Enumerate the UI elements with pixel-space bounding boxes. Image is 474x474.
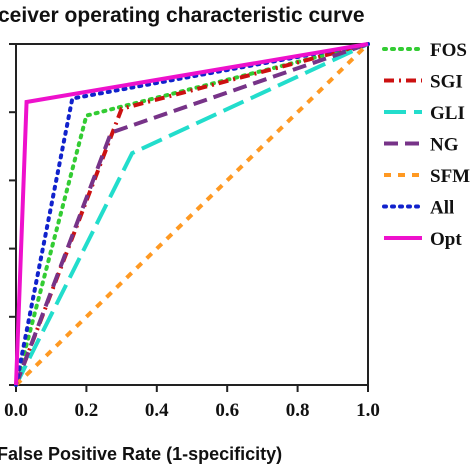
x-tick-label: 0.4 bbox=[145, 400, 169, 421]
x-tick-label: 0.2 bbox=[75, 400, 99, 421]
legend-label-fos: FOS bbox=[430, 40, 467, 61]
series-line-fos bbox=[14, 42, 370, 387]
x-tick-label: 0.6 bbox=[215, 400, 239, 421]
x-tick-label: 1.0 bbox=[356, 400, 380, 421]
series-layer bbox=[14, 42, 370, 387]
legend-label-all: All bbox=[430, 198, 454, 219]
series-line-opt bbox=[14, 42, 369, 386]
legend-label-gli: GLI bbox=[430, 103, 465, 124]
legend-label-sgi: SGI bbox=[430, 72, 463, 93]
chart-title: ceiver operating characteristic curve bbox=[0, 4, 365, 27]
plot-area-frame bbox=[15, 43, 369, 386]
y-tick-marks bbox=[9, 43, 16, 386]
legend-label-opt: Opt bbox=[430, 229, 462, 250]
x-axis-label: False Positive Rate (1-specificity) bbox=[0, 444, 282, 464]
series-line-ng bbox=[14, 42, 369, 386]
series-line-gli bbox=[14, 42, 369, 386]
x-tick-marks: 0.0 0.2 0.4 0.6 0.8 1.0 bbox=[4, 385, 380, 421]
series-line-all bbox=[14, 42, 370, 387]
legend-label-sfm: SFM bbox=[430, 166, 470, 187]
legend: FOS SGI GLI NG SFM All Opt bbox=[382, 40, 470, 250]
x-tick-label: 0.0 bbox=[4, 400, 28, 421]
legend-label-ng: NG bbox=[430, 135, 459, 156]
series-line-sfm bbox=[14, 42, 370, 387]
series-line-sgi bbox=[14, 42, 369, 386]
x-tick-label: 0.8 bbox=[286, 400, 310, 421]
